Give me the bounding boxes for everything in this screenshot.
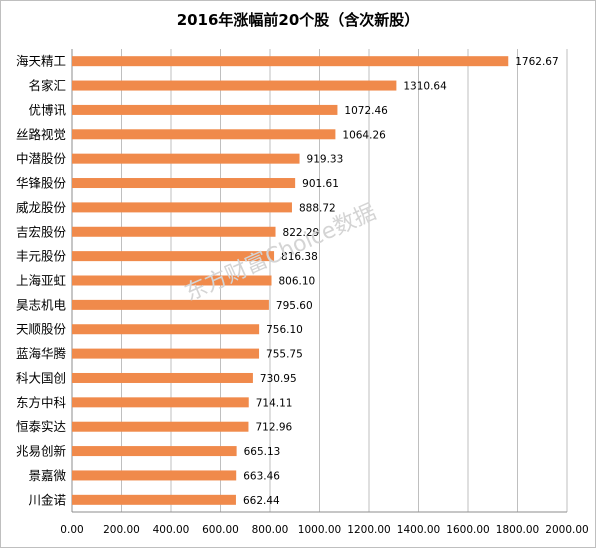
value-label: 714.11 (256, 397, 293, 409)
category-label: 天顺股份 (16, 322, 67, 337)
value-label: 795.60 (276, 300, 313, 312)
bar (72, 251, 275, 262)
category-label: 中潜股份 (16, 151, 67, 166)
bar (72, 226, 276, 237)
x-tick-label: 800.00 (252, 524, 289, 536)
bar (72, 202, 292, 213)
value-label: 1310.64 (403, 81, 447, 93)
category-label: 东方中科 (16, 395, 67, 410)
bar (72, 56, 509, 67)
bar (72, 299, 269, 310)
bar (72, 348, 260, 359)
value-label: 919.33 (307, 154, 344, 166)
bar (72, 372, 253, 383)
value-label: 755.75 (266, 349, 303, 361)
value-label: 730.95 (260, 373, 297, 385)
x-tick-label: 1800.00 (496, 524, 539, 536)
category-label: 优博讯 (28, 102, 66, 117)
bar (72, 324, 260, 335)
category-label: 恒泰实达 (16, 419, 67, 434)
bar (72, 153, 300, 164)
x-tick-label: 1400.00 (397, 524, 440, 536)
bar (72, 421, 249, 432)
x-tick-label: 2000.00 (545, 524, 588, 536)
value-label: 1762.67 (515, 56, 558, 68)
bar (72, 104, 338, 115)
bar (72, 80, 397, 91)
value-label: 665.13 (244, 446, 281, 458)
value-label: 1064.26 (342, 129, 386, 141)
bar (72, 129, 336, 140)
x-tick-label: 1200.00 (347, 524, 390, 536)
bars (72, 56, 509, 505)
bar (72, 178, 296, 189)
value-label: 662.44 (243, 495, 280, 507)
category-label: 昊志机电 (16, 297, 67, 312)
bar (72, 275, 272, 286)
bar (72, 494, 236, 505)
value-label: 822.29 (283, 227, 320, 239)
x-tick-labels: 0.00 200.00 400.00 600.00 800.00 1000.00 1200.… (60, 524, 588, 536)
category-label: 海天精工 (16, 54, 66, 69)
value-label: 901.61 (302, 178, 339, 190)
chart-title: 2016年涨幅前20个股（含次新股） (177, 11, 420, 29)
value-label: 756.10 (266, 324, 303, 336)
value-label: 806.10 (279, 276, 316, 288)
category-label: 丰元股份 (16, 249, 67, 264)
bar (72, 470, 237, 481)
category-label: 上海亚虹 (16, 273, 67, 288)
category-label: 蓝海华腾 (16, 346, 67, 361)
category-label: 名家汇 (28, 78, 66, 93)
x-tick-label: 1600.00 (446, 524, 489, 536)
category-label: 川金诺 (28, 492, 66, 507)
category-label: 威龙股份 (16, 200, 67, 215)
x-tick-label: 600.00 (202, 524, 239, 536)
value-label: 663.46 (243, 470, 280, 482)
category-label: 吉宏股份 (16, 224, 67, 239)
x-tick-label: 400.00 (153, 524, 190, 536)
category-label: 科大国创 (16, 370, 66, 385)
value-label: 888.72 (299, 202, 336, 214)
category-label: 丝路视觉 (16, 127, 66, 142)
value-label: 816.38 (281, 251, 318, 263)
value-label: 712.96 (255, 422, 292, 434)
category-label: 兆易创新 (16, 444, 66, 459)
x-tick-label: 200.00 (103, 524, 140, 536)
x-tick-label: 1000.00 (298, 524, 341, 536)
x-tick-label: 0.00 (60, 524, 83, 536)
bar (72, 446, 237, 457)
category-labels: 海天精工名家汇优博讯丝路视觉中潜股份华锋股份威龙股份吉宏股份丰元股份上海亚虹昊志… (16, 54, 67, 508)
category-label: 华锋股份 (16, 176, 67, 191)
category-label: 景嘉微 (28, 468, 66, 483)
bar (72, 397, 249, 408)
value-labels: 1762.67 1310.64 1072.46 1064.26 919.33 901.61… (243, 56, 559, 507)
value-label: 1072.46 (344, 105, 388, 117)
